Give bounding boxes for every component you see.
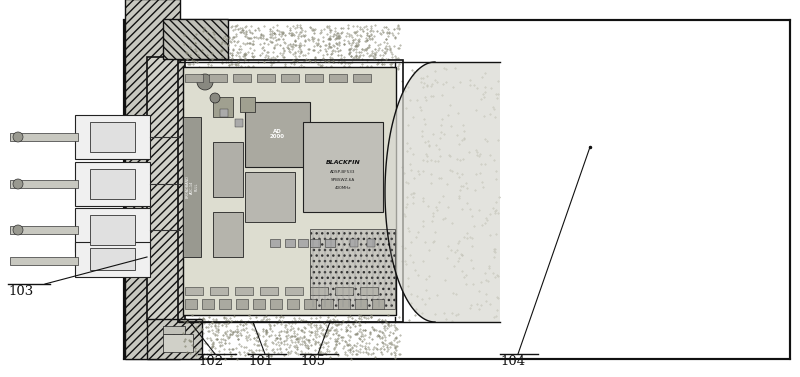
Bar — [90, 215, 135, 245]
Bar — [213, 142, 243, 197]
Bar — [183, 67, 396, 315]
Bar — [90, 122, 135, 152]
Bar — [338, 299, 350, 309]
Bar — [281, 74, 299, 82]
Circle shape — [197, 74, 213, 90]
Text: AD
2000: AD 2000 — [270, 129, 285, 139]
Bar — [329, 74, 347, 82]
Bar — [270, 299, 282, 309]
Circle shape — [210, 93, 220, 103]
Bar — [147, 319, 202, 359]
Text: 102: 102 — [198, 355, 223, 368]
Bar — [185, 74, 203, 82]
Bar — [240, 97, 255, 112]
Bar — [325, 239, 335, 247]
Bar — [321, 299, 333, 309]
Bar — [285, 287, 303, 295]
Bar — [202, 299, 214, 309]
Bar — [353, 74, 371, 82]
Text: SPBSWZ-6A: SPBSWZ-6A — [331, 178, 355, 182]
Bar — [360, 287, 378, 295]
Bar — [287, 299, 299, 309]
Bar — [10, 257, 78, 265]
Text: BLACKFIN: BLACKFIN — [326, 159, 360, 164]
Bar — [163, 326, 185, 334]
Bar — [305, 74, 323, 82]
Bar — [253, 299, 265, 309]
Bar — [236, 299, 248, 309]
Bar — [245, 172, 295, 222]
Bar — [219, 299, 231, 309]
Bar — [245, 102, 310, 167]
Bar — [75, 242, 150, 277]
Bar — [75, 115, 150, 159]
Bar — [10, 133, 78, 141]
Bar — [147, 57, 185, 322]
Bar — [10, 180, 78, 188]
Bar — [310, 229, 395, 309]
Bar — [183, 117, 201, 257]
Bar — [185, 287, 203, 295]
Bar — [304, 299, 316, 309]
Text: 105: 105 — [300, 355, 325, 368]
Circle shape — [13, 179, 23, 189]
Bar — [310, 287, 328, 295]
Bar — [210, 287, 228, 295]
Bar — [367, 239, 375, 247]
Bar — [372, 299, 384, 309]
Bar — [233, 74, 251, 82]
Bar — [220, 109, 228, 117]
Bar — [235, 287, 253, 295]
Bar — [209, 74, 227, 82]
Bar — [90, 169, 135, 199]
Bar — [178, 60, 403, 322]
Bar — [260, 287, 278, 295]
Bar — [270, 239, 280, 247]
Bar — [213, 212, 243, 257]
Bar — [285, 239, 295, 247]
Bar — [310, 239, 320, 247]
Bar — [257, 74, 275, 82]
Bar — [298, 239, 308, 247]
Bar — [90, 248, 135, 270]
Text: BROADBAND
ADC-14
FULL: BROADBAND ADC-14 FULL — [186, 176, 198, 198]
Bar — [303, 122, 383, 212]
Text: 101: 101 — [248, 355, 273, 368]
Bar — [10, 226, 78, 234]
Bar — [163, 334, 193, 352]
Text: 103: 103 — [8, 285, 34, 298]
Bar — [185, 299, 197, 309]
Bar — [213, 97, 233, 117]
Bar — [355, 299, 367, 309]
Bar — [235, 119, 243, 127]
Bar — [125, 0, 180, 359]
Bar — [163, 19, 228, 59]
Circle shape — [13, 132, 23, 142]
Bar — [335, 287, 353, 295]
Bar — [75, 208, 150, 252]
Text: 400MHz: 400MHz — [335, 186, 351, 190]
Text: ADSP-BF533: ADSP-BF533 — [330, 170, 356, 174]
Bar — [75, 162, 150, 206]
Circle shape — [13, 225, 23, 235]
Bar — [124, 20, 790, 359]
Text: 104: 104 — [500, 355, 525, 368]
Bar — [350, 239, 358, 247]
